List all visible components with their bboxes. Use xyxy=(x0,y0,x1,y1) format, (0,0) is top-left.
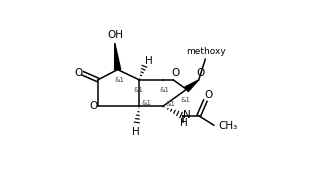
Text: &1: &1 xyxy=(166,101,176,107)
Text: methoxy: methoxy xyxy=(186,48,226,56)
Text: N: N xyxy=(183,110,191,120)
Text: H: H xyxy=(145,56,153,66)
Text: &1: &1 xyxy=(133,87,143,93)
Text: O: O xyxy=(90,101,98,111)
Text: &1: &1 xyxy=(141,100,151,105)
Text: O: O xyxy=(74,68,82,78)
Polygon shape xyxy=(115,43,121,70)
Text: O: O xyxy=(196,68,204,78)
Polygon shape xyxy=(185,80,199,92)
Text: &1: &1 xyxy=(159,87,169,93)
Text: CH₃: CH₃ xyxy=(219,121,238,131)
Text: H: H xyxy=(132,127,139,137)
Text: H: H xyxy=(180,118,187,128)
Text: O: O xyxy=(204,90,212,100)
Text: &1: &1 xyxy=(181,97,191,103)
Text: OH: OH xyxy=(108,30,124,40)
Text: &1: &1 xyxy=(115,78,125,83)
Text: O: O xyxy=(171,68,179,78)
